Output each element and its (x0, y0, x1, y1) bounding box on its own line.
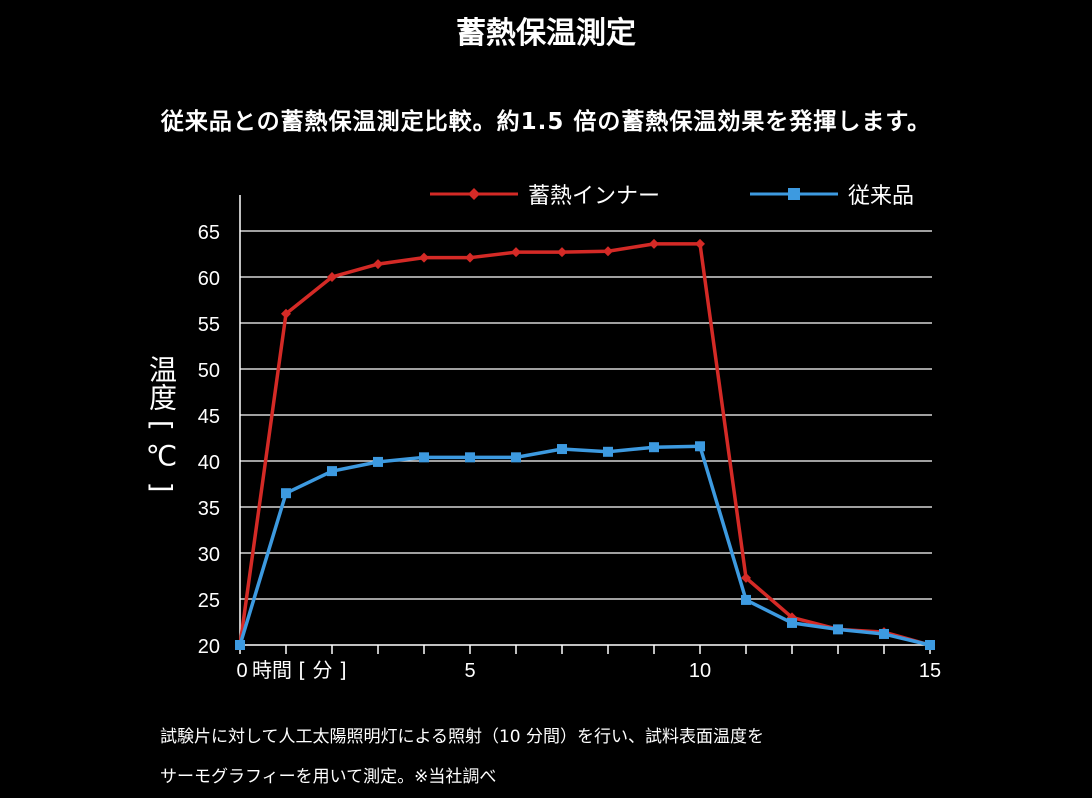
data-point (511, 452, 521, 463)
data-point (281, 308, 291, 319)
y-tick-label: 40 (198, 452, 220, 474)
data-point (603, 446, 613, 457)
series-line-0 (238, 242, 931, 647)
y-tick-label: 65 (198, 222, 220, 244)
data-point (465, 252, 475, 263)
footnote-line-2: サーモグラフィーを用いて測定。※当社調べ (160, 767, 497, 787)
y-axis-label: 温度 [ ℃ ] (145, 355, 178, 493)
data-point (373, 259, 383, 270)
data-point (235, 640, 245, 650)
legend-marker (788, 188, 800, 200)
data-point (787, 617, 797, 628)
x-tick-label: 0 (236, 660, 247, 682)
x-tick-label: 10 (689, 660, 711, 682)
x-tick-label: 5 (464, 660, 475, 682)
data-point (603, 246, 613, 257)
data-point (327, 466, 337, 477)
data-point (741, 572, 751, 583)
data-point (649, 238, 659, 249)
data-point (419, 252, 429, 263)
x-axis-label: 時間 [ 分 ] (252, 658, 347, 682)
legend-marker (468, 188, 480, 200)
data-point (879, 628, 889, 639)
y-tick-label: 50 (198, 360, 220, 382)
y-tick-label: 25 (198, 590, 220, 612)
y-tick-label: 35 (198, 498, 220, 520)
y-tick-label: 30 (198, 544, 220, 566)
page-subtitle: 従来品との蓄熱保温測定比較。約1.5 倍の蓄熱保温効果を発揮します。 (160, 109, 932, 135)
data-point (695, 238, 705, 249)
data-point (373, 456, 383, 467)
y-tick-label: 45 (198, 406, 220, 428)
data-point (557, 247, 567, 258)
data-point (833, 624, 843, 635)
data-point (557, 444, 567, 455)
y-tick-label: 60 (198, 268, 220, 290)
x-tick-label: 15 (919, 660, 941, 682)
series-line-1 (238, 444, 931, 647)
y-tick-label: 55 (198, 314, 220, 336)
data-point (695, 441, 705, 452)
data-point (741, 594, 751, 605)
data-point (649, 442, 659, 453)
page-title: 蓄熱保温測定 (456, 16, 636, 51)
data-point (327, 272, 337, 282)
data-point (465, 452, 475, 463)
legend-label: 蓄熱インナー (528, 184, 660, 209)
data-point (281, 488, 291, 499)
data-point (419, 452, 429, 463)
data-point (925, 640, 935, 650)
data-point (511, 247, 521, 258)
legend-label: 従来品 (848, 184, 914, 209)
y-tick-label: 20 (198, 636, 220, 658)
footnote-line-1: 試験片に対して人工太陽照明灯による照射（10 分間）を行い、試料表面温度を (160, 727, 765, 747)
